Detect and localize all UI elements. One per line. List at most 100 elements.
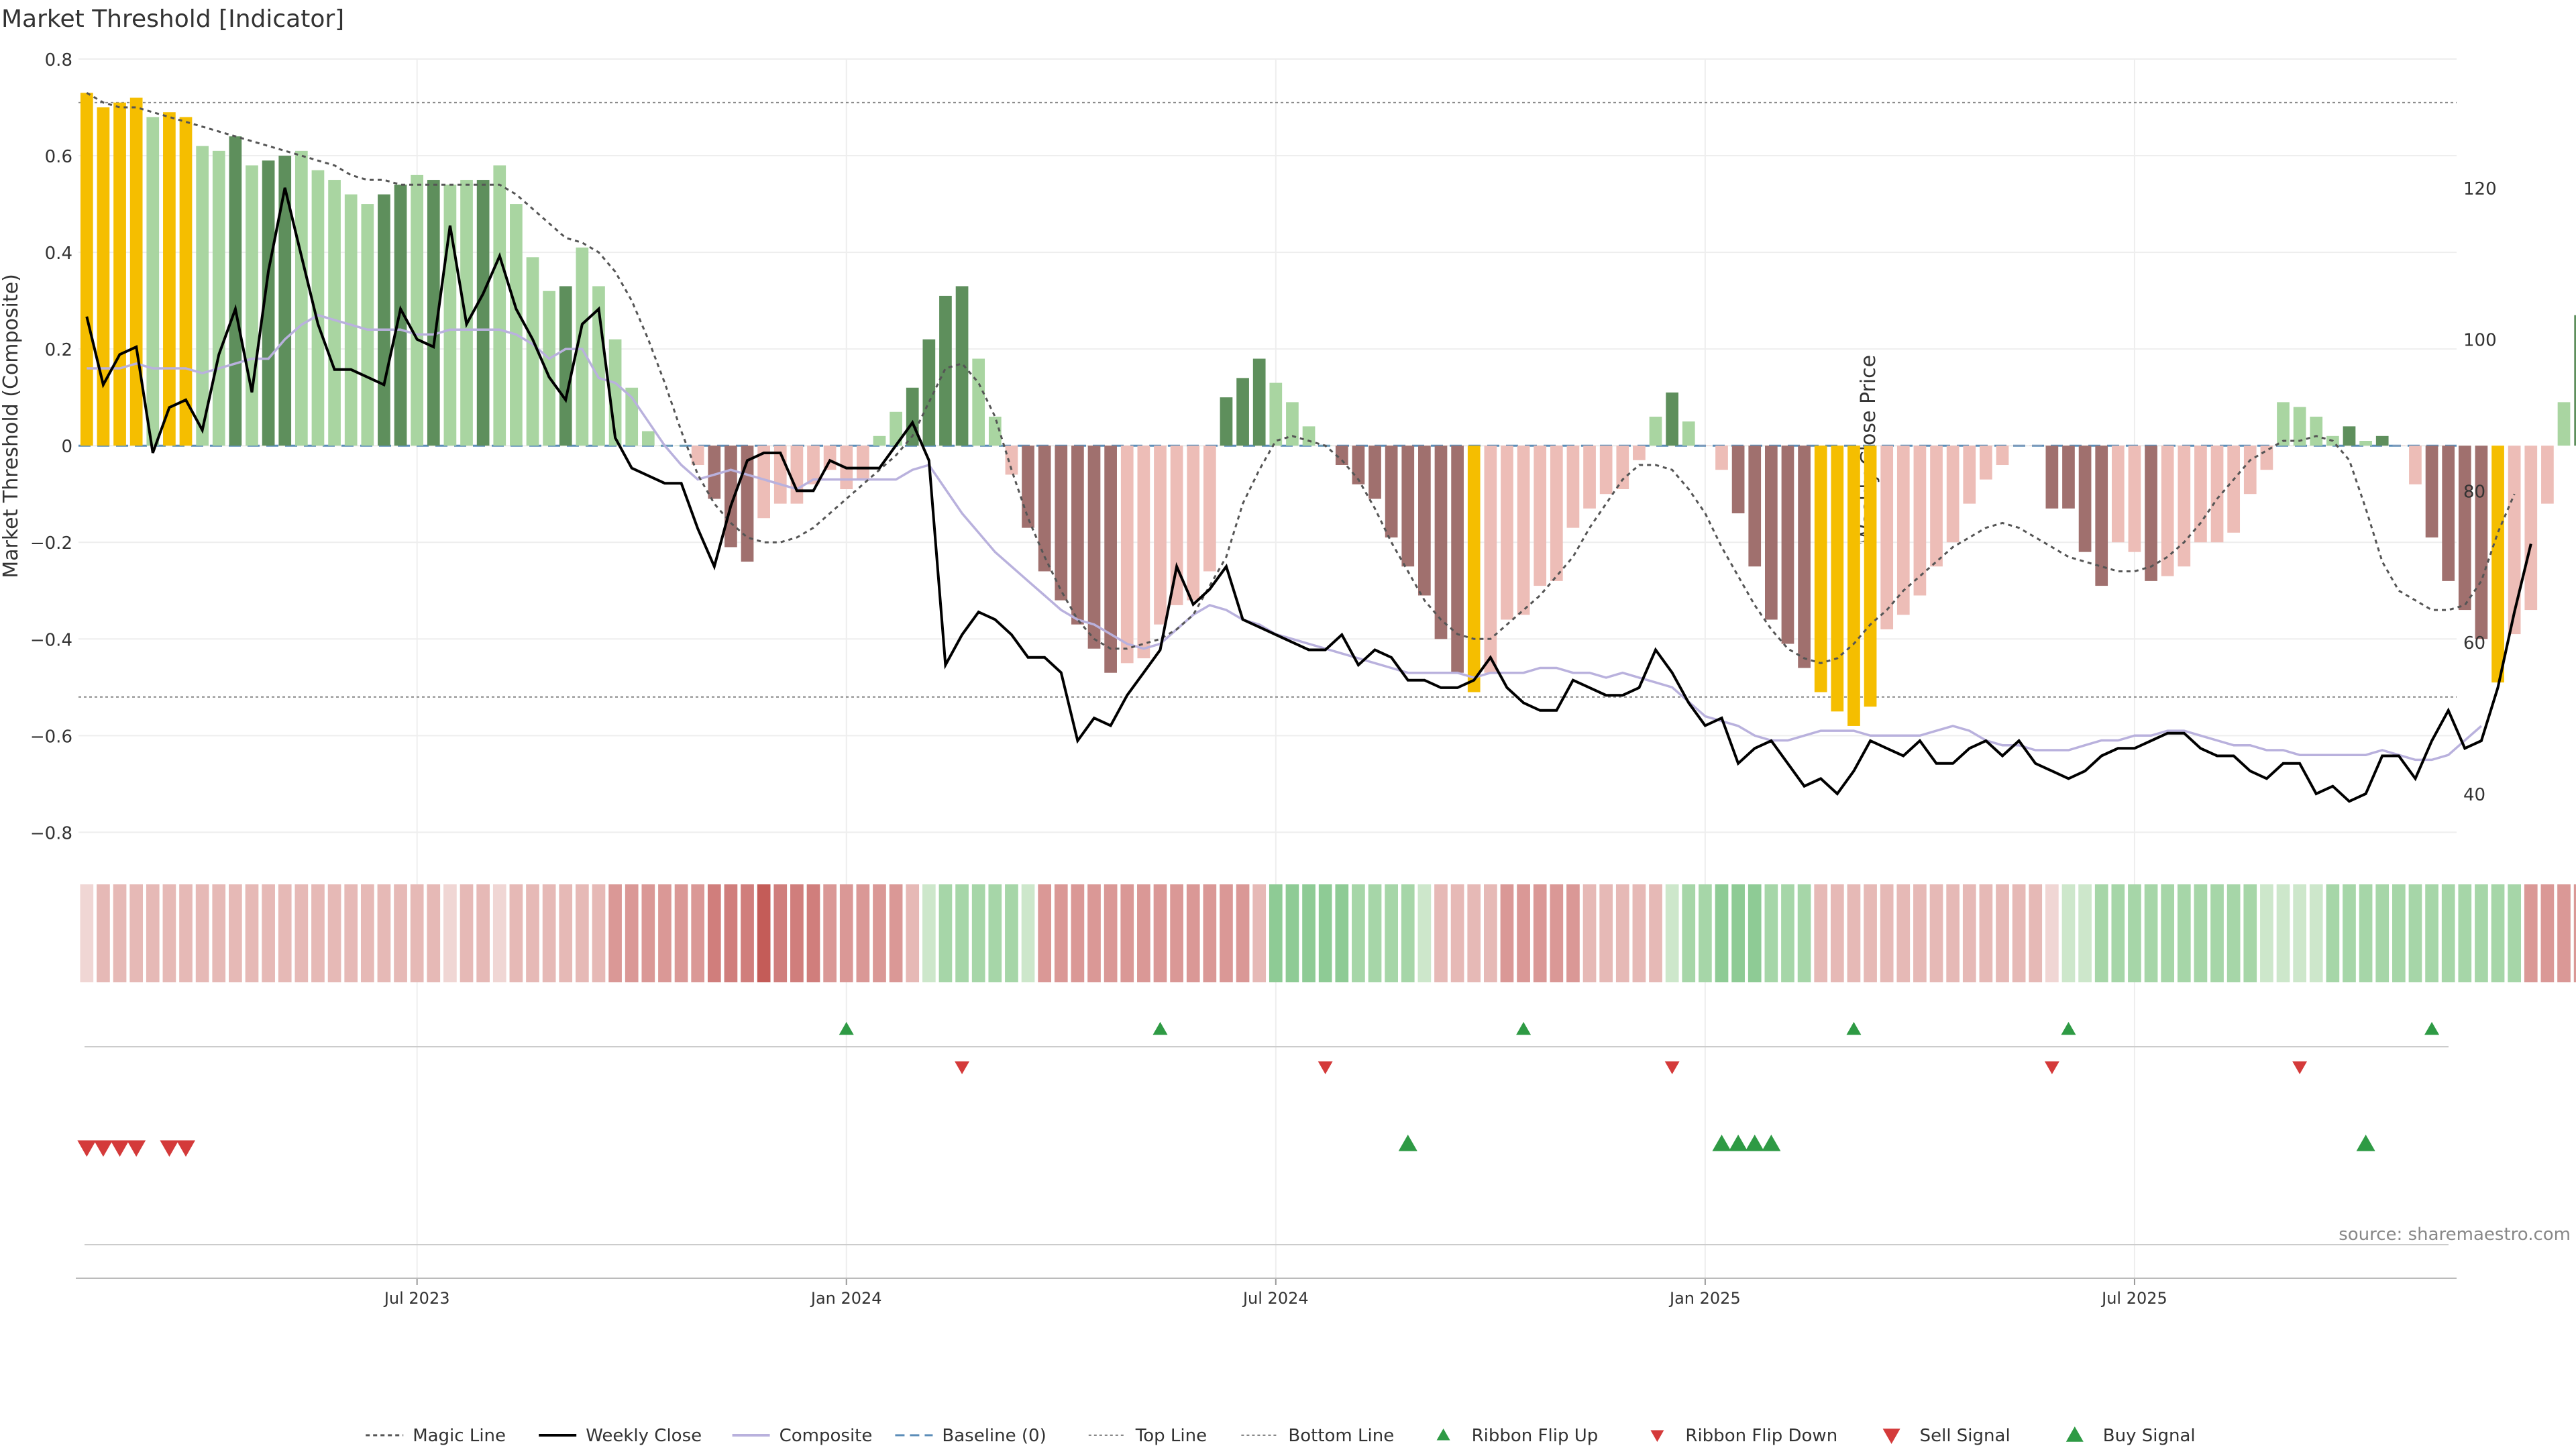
- threshold-bar: [1963, 446, 1976, 504]
- threshold-bar: [278, 156, 292, 446]
- threshold-bar: [212, 150, 225, 446]
- threshold-bar: [361, 204, 374, 446]
- y-tick-label: −0.2: [30, 533, 72, 554]
- threshold-bar: [691, 446, 704, 466]
- threshold-bar: [1980, 446, 1992, 480]
- threshold-bar: [543, 291, 555, 446]
- ribbon-cell: [1186, 884, 1200, 982]
- ribbon-cell: [2441, 884, 2455, 982]
- threshold-bar: [2458, 446, 2471, 611]
- ribbon-cell: [707, 884, 721, 982]
- reference-lines: [78, 101, 2457, 698]
- threshold-bar: [97, 107, 110, 446]
- ribbon-cell: [1285, 884, 1299, 982]
- ribbon-cell: [1220, 884, 1233, 982]
- threshold-bar: [1187, 446, 1200, 601]
- threshold-bar: [1913, 446, 1927, 596]
- ribbon-cell: [790, 884, 804, 982]
- ribbon-cell: [1005, 884, 1018, 982]
- legend-item: Ribbon Flip Up: [1472, 1426, 1599, 1446]
- threshold-bar: [2442, 446, 2455, 581]
- ribbon-cell: [427, 884, 441, 982]
- weekly-close-line: [85, 187, 2532, 803]
- y-axis-label-left: Market Threshold (Composite): [0, 274, 23, 578]
- threshold-bar: [1550, 446, 1563, 581]
- ribbon-cell: [773, 884, 788, 982]
- ribbon-cell: [1054, 884, 1068, 982]
- ribbon-cell: [625, 884, 639, 982]
- ribbon-cell: [658, 884, 672, 982]
- ribbon-cell: [1417, 884, 1432, 982]
- threshold-bar: [262, 160, 275, 446]
- threshold-bar: [873, 435, 886, 446]
- threshold-bar: [1682, 421, 1695, 446]
- threshold-bar: [460, 180, 473, 446]
- ribbon-cell: [2029, 884, 2043, 982]
- ribbon-flip-up-marker: [2424, 1022, 2440, 1035]
- ribbon-cell: [1467, 884, 1481, 982]
- ribbon-cell: [80, 884, 94, 982]
- grid-layer: [78, 58, 2457, 1278]
- ribbon-cell: [245, 884, 259, 982]
- threshold-bar: [1847, 446, 1860, 726]
- threshold-bar: [1946, 446, 1960, 543]
- y-tick-label: −0.4: [30, 630, 72, 650]
- threshold-bar: [1501, 446, 1513, 620]
- threshold-bar: [1599, 446, 1613, 495]
- ribbon-cell: [460, 884, 474, 982]
- threshold-bar: [2210, 446, 2224, 543]
- threshold-bar: [163, 112, 176, 446]
- ribbon-cell: [1896, 884, 1911, 982]
- ribbon-cell: [2226, 884, 2241, 982]
- y-right-tick-label: 100: [2463, 331, 2497, 351]
- ribbon-cell: [2524, 884, 2538, 982]
- threshold-bar: [2491, 446, 2504, 683]
- y-tick-label: 0.6: [45, 147, 72, 167]
- ribbon-cell: [2276, 884, 2290, 982]
- ribbon-cell: [1038, 884, 1052, 982]
- threshold-bar: [229, 136, 242, 446]
- threshold-bar: [1484, 446, 1497, 673]
- threshold-bar: [1880, 446, 1894, 629]
- ribbon-cell: [526, 884, 539, 982]
- ribbon-cell: [2061, 884, 2076, 982]
- ribbon-cell: [1864, 884, 1877, 982]
- sell-signal-marker: [93, 1140, 113, 1157]
- threshold-bars: [80, 93, 2576, 726]
- ribbon-cell: [1880, 884, 1894, 982]
- ribbon-cell: [2111, 884, 2125, 982]
- ribbon-cell: [1137, 884, 1150, 982]
- legend-item: Buy Signal: [2103, 1426, 2196, 1446]
- series-lines: [85, 92, 2532, 803]
- ribbon-cell: [641, 884, 655, 982]
- ribbon-flip-up-marker: [1516, 1022, 1532, 1035]
- threshold-bar: [1302, 426, 1316, 446]
- ribbon-cell: [1830, 884, 1844, 982]
- ribbon-cell: [2194, 884, 2208, 982]
- threshold-bar: [196, 146, 209, 446]
- threshold-bar: [1401, 446, 1415, 567]
- ribbon-flip-down-marker: [2292, 1061, 2308, 1074]
- threshold-bar: [2425, 446, 2438, 538]
- threshold-bar: [972, 358, 985, 446]
- threshold-bar: [939, 295, 952, 446]
- ribbon-cell: [2012, 884, 2026, 982]
- ribbon-cell: [1582, 884, 1597, 982]
- ribbon-cell: [2161, 884, 2175, 982]
- sell-signal-marker: [127, 1140, 146, 1157]
- sell-signal-marker: [160, 1140, 179, 1157]
- ribbon-flip-down-marker: [955, 1061, 970, 1074]
- threshold-bar: [1385, 446, 1398, 538]
- threshold-bar: [1896, 446, 1910, 615]
- threshold-bar: [113, 102, 126, 446]
- ribbon-cell: [922, 884, 936, 982]
- buy-signal-marker: [1398, 1135, 1417, 1151]
- threshold-bar: [1154, 446, 1167, 625]
- ribbon-flip-up-marker: [839, 1022, 854, 1035]
- ribbon-cell: [1401, 884, 1415, 982]
- ribbon-cell: [1335, 884, 1349, 982]
- sell-signal-marker: [110, 1140, 129, 1157]
- x-tick-label: Jul 2025: [2100, 1289, 2167, 1308]
- ribbon-cell: [2177, 884, 2191, 982]
